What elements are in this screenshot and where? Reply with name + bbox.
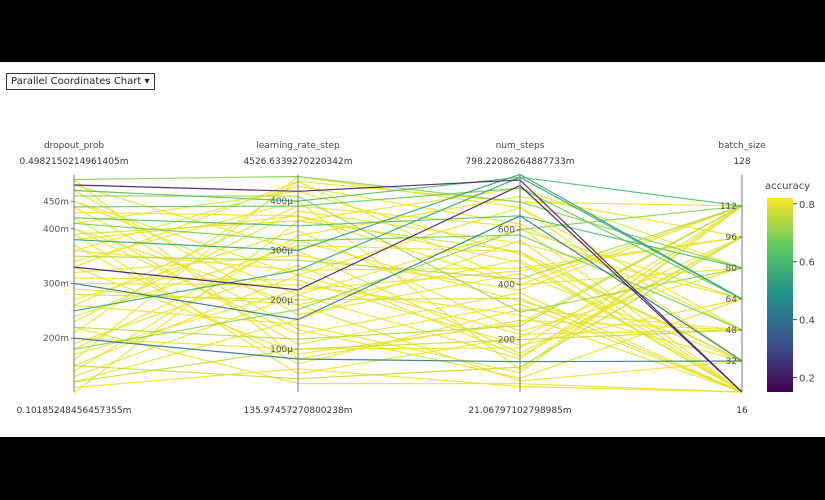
run-line[interactable] (73, 215, 743, 269)
run-line[interactable] (73, 329, 743, 383)
run-line[interactable] (73, 274, 743, 367)
axis-tick-label: 48 (726, 326, 738, 336)
run-line[interactable] (73, 189, 743, 362)
run-line[interactable] (73, 187, 743, 394)
axis-min-label: 21.06797102798985m (468, 406, 571, 416)
axis-max-label: 4526.6339270220342m (244, 157, 353, 167)
axis-tick-label: 450m (43, 197, 69, 207)
run-line[interactable] (73, 205, 743, 350)
axis-tick-label: 200µ (270, 296, 293, 306)
chart-panel: Parallel Coordinates Chart ▾ dropout_pro… (0, 62, 825, 437)
axis-max-label: 798.22086264887733m (466, 157, 575, 167)
chart-type-dropdown[interactable]: Parallel Coordinates Chart ▾ (6, 73, 155, 90)
colorbar-tick-label: 0.6 (799, 258, 815, 269)
axis-num-steps[interactable]: num_steps 798.22086264887733m 21.067971027… (466, 141, 575, 416)
axis-tick-label: 400m (43, 225, 69, 235)
run-line[interactable] (73, 184, 743, 355)
run-line[interactable] (73, 228, 743, 393)
axis-tick-label: 32 (726, 357, 737, 367)
colorbar-tick-label: 0.8 (799, 200, 815, 211)
axis-tick-label: 300µ (270, 246, 293, 256)
axis-learning-rate[interactable]: learning_rate_step 4526.6339270220342m 135… (244, 141, 353, 416)
axis-tick-label: 80 (726, 264, 738, 274)
axis-tick-label: 300m (43, 280, 69, 290)
colorbar-tick-label: 0.2 (799, 374, 815, 385)
run-line[interactable] (73, 282, 743, 393)
run-line[interactable] (73, 220, 743, 362)
run-lines (73, 173, 743, 394)
run-line[interactable] (73, 205, 743, 350)
run-line[interactable] (73, 211, 743, 393)
axis-max-label: 0.4982150214961405m (20, 157, 129, 167)
run-line[interactable] (73, 228, 743, 378)
run-line[interactable] (73, 187, 743, 300)
run-line[interactable] (73, 179, 743, 360)
run-line[interactable] (73, 337, 743, 363)
run-line[interactable] (73, 230, 743, 333)
run-line[interactable] (73, 236, 743, 380)
axis-tick-label: 100µ (270, 345, 293, 355)
axis-tick-label: 200m (43, 334, 69, 344)
run-line[interactable] (73, 180, 743, 334)
run-line[interactable] (73, 210, 743, 323)
colorbar-tick-label: 0.4 (799, 316, 815, 327)
parallel-coordinates-chart: dropout_prob 0.4982150214961405m 0.1018524… (17, 141, 815, 416)
axis-title: num_steps (496, 141, 545, 151)
run-line[interactable] (73, 205, 743, 291)
axis-title: learning_rate_step (256, 141, 340, 151)
run-line[interactable] (73, 205, 743, 340)
accuracy-colorbar: accuracy 0.2 0.4 0.6 0.8 (765, 181, 815, 392)
run-line[interactable] (73, 293, 743, 393)
run-line[interactable] (73, 205, 743, 393)
run-line[interactable] (73, 368, 743, 393)
run-line[interactable] (73, 326, 743, 393)
run-line[interactable] (73, 180, 743, 268)
run-line[interactable] (73, 244, 743, 393)
axis-min-label: 16 (736, 406, 748, 416)
colorbar-title: accuracy (765, 181, 810, 192)
axis-tick-label: 400 (498, 281, 515, 291)
axis-max-label: 128 (733, 157, 750, 167)
run-line[interactable] (73, 206, 743, 379)
run-line[interactable] (73, 233, 743, 375)
chart-axes: dropout_prob 0.4982150214961405m 0.1018524… (17, 141, 766, 416)
axis-tick-label: 112 (720, 202, 737, 212)
run-line[interactable] (73, 239, 743, 362)
axis-tick-label: 96 (726, 233, 738, 243)
run-line[interactable] (73, 179, 743, 393)
run-line[interactable] (73, 190, 743, 362)
axis-dropout-rate[interactable]: dropout_prob 0.4982150214961405m 0.1018524… (17, 141, 132, 416)
run-line[interactable] (73, 239, 743, 393)
run-line[interactable] (73, 173, 743, 300)
axis-tick-label: 64 (726, 295, 738, 305)
axis-tick-label: 200 (498, 336, 515, 346)
axis-title: batch_size (718, 141, 766, 151)
run-line[interactable] (73, 200, 743, 362)
axis-min-label: 0.10185248456457355m (17, 406, 132, 416)
run-line[interactable] (73, 184, 743, 393)
axis-tick-label: 400µ (270, 197, 293, 207)
axis-tick-label: 600 (498, 226, 515, 236)
axis-min-label: 135.97457270800238m (244, 406, 353, 416)
axis-title: dropout_prob (44, 141, 104, 151)
run-line[interactable] (73, 176, 743, 207)
run-line[interactable] (73, 176, 743, 312)
axis-batch-size[interactable]: batch_size 128 16 32 48 64 80 96 112 (718, 141, 766, 416)
